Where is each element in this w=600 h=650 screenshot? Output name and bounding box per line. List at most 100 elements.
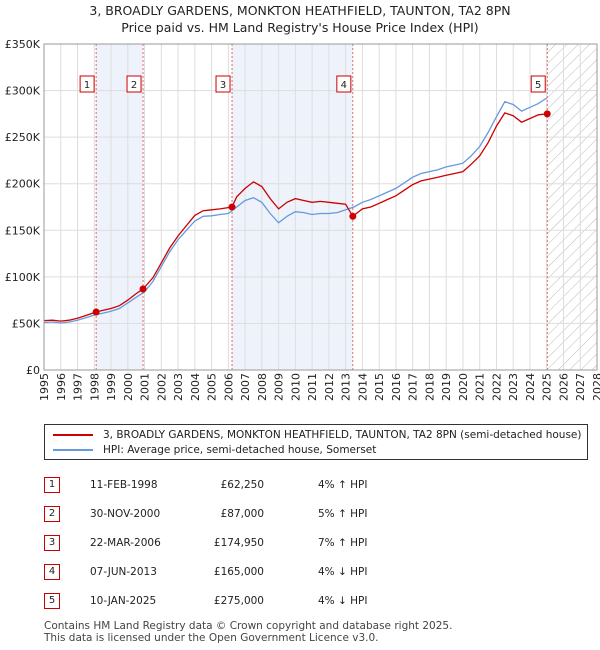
x-tick-label: 2011 [306, 373, 319, 401]
sale-label-box [215, 75, 231, 93]
row-hpi: 7% ↑ HPI [318, 537, 368, 549]
legend-hpi-label: HPI: Average price, semi-detached house,… [103, 444, 377, 456]
x-tick-label: 2019 [440, 373, 453, 401]
x-tick-label: 1997 [72, 373, 85, 401]
sale-point [92, 308, 100, 316]
sale-point [139, 285, 147, 293]
sale-label: 3 [220, 80, 226, 91]
x-tick-label: 2023 [507, 373, 520, 401]
sale-label: 1 [84, 80, 90, 91]
y-tick-label: £300K [5, 85, 41, 98]
x-tick-label: 2009 [273, 373, 286, 401]
footer-licence: This data is licensed under the Open Gov… [44, 632, 379, 644]
sale-label: 2 [131, 80, 137, 91]
x-tick-label: 2016 [390, 373, 403, 401]
sale-label: 4 [341, 80, 347, 91]
row-hpi: 4% ↑ HPI [318, 479, 368, 491]
hpi-line-swatch [53, 449, 93, 451]
row-price: £174,950 [213, 537, 264, 549]
x-tick-label: 2022 [490, 373, 503, 401]
x-tick-label: 2026 [557, 373, 570, 401]
y-tick-label: £150K [5, 224, 41, 237]
x-tick-label: 2027 [574, 373, 587, 401]
sale-point [543, 110, 551, 118]
row-number: 1 [44, 477, 60, 493]
x-tick-label: 2015 [373, 373, 386, 401]
x-tick-label: 2020 [457, 373, 470, 401]
sale-point [228, 203, 236, 211]
y-tick-label: £250K [5, 131, 41, 144]
price-chart: 1 2 3 4 5 £0 £50K £100K £150K £200K £250K £300K £35… [5, 38, 600, 401]
table-row: 5 10-JAN-2025 £275,000 4% ↓ HPI [44, 590, 444, 612]
row-price: £87,000 [220, 508, 264, 520]
hpi-line [43, 97, 548, 324]
shaded-period [96, 44, 144, 370]
x-tick-label: 1995 [38, 373, 51, 401]
x-tick-label: 2013 [340, 373, 353, 401]
chart-subtitle: Price paid vs. HM Land Registry's House … [121, 20, 479, 35]
property-line-swatch [53, 434, 93, 436]
table-row: 1 11-FEB-1998 £62,250 4% ↑ HPI [44, 474, 444, 496]
sale-label-box [79, 75, 95, 93]
row-number: 4 [44, 564, 60, 580]
legend-item-property: 3, BROADLY GARDENS, MONKTON HEATHFIELD, … [53, 429, 581, 441]
x-tick-label: 2021 [474, 373, 487, 401]
property-price-line [43, 112, 548, 322]
x-tick-label: 1996 [55, 373, 68, 401]
row-date: 11-FEB-1998 [90, 479, 158, 491]
x-tick-label: 2003 [172, 373, 185, 401]
footer: Contains HM Land Registry data © Crown c… [44, 620, 452, 644]
x-tick-label: 2007 [239, 373, 252, 401]
row-number: 2 [44, 506, 60, 522]
shaded-period [232, 44, 353, 370]
x-tick-label: 2012 [323, 373, 336, 401]
x-tick-label: 2005 [206, 373, 219, 401]
chart-title: 3, BROADLY GARDENS, MONKTON HEATHFIELD, … [89, 3, 511, 18]
row-number: 5 [44, 593, 60, 609]
x-tick-label: 2002 [155, 373, 168, 401]
x-tick-label: 2008 [256, 373, 269, 401]
row-date: 22-MAR-2006 [90, 537, 161, 549]
row-date: 07-JUN-2013 [90, 566, 157, 578]
table-row: 4 07-JUN-2013 £165,000 4% ↓ HPI [44, 561, 444, 583]
sale-point [349, 212, 357, 220]
row-price: £62,250 [220, 479, 264, 491]
legend-item-hpi: HPI: Average price, semi-detached house,… [53, 444, 376, 456]
plot-frame [43, 43, 598, 371]
x-tick-label: 1998 [88, 373, 101, 401]
x-tick-label: 2017 [407, 373, 420, 401]
legend-property-label: 3, BROADLY GARDENS, MONKTON HEATHFIELD, … [103, 429, 582, 441]
x-tick-label: 2028 [591, 373, 600, 401]
y-tick-label: £350K [5, 38, 41, 51]
sale-label-box [126, 75, 142, 93]
x-tick-label: 2018 [423, 373, 436, 401]
legend: 3, BROADLY GARDENS, MONKTON HEATHFIELD, … [44, 424, 588, 460]
x-tick-label: 1999 [105, 373, 118, 401]
sale-label-box [530, 75, 546, 93]
table-row: 2 30-NOV-2000 £87,000 5% ↑ HPI [44, 503, 444, 525]
row-hpi: 4% ↓ HPI [318, 595, 368, 607]
row-number: 3 [44, 535, 60, 551]
x-tick-label: 2025 [541, 373, 554, 401]
x-tick-label: 2000 [122, 373, 135, 401]
forecast-hatch [547, 44, 597, 370]
x-tick-label: 2006 [222, 373, 235, 401]
row-hpi: 4% ↓ HPI [318, 566, 368, 578]
row-date: 10-JAN-2025 [90, 595, 157, 607]
row-price: £275,000 [213, 595, 264, 607]
y-tick-label: £0 [26, 364, 40, 377]
row-date: 30-NOV-2000 [90, 508, 161, 520]
row-hpi: 5% ↑ HPI [318, 508, 368, 520]
x-tick-label: 2024 [524, 373, 537, 401]
y-tick-label: £50K [12, 317, 41, 330]
x-tick-label: 2001 [139, 373, 152, 401]
x-tick-label: 2014 [356, 373, 369, 401]
row-price: £165,000 [213, 566, 264, 578]
y-tick-label: £200K [5, 178, 41, 191]
table-row: 3 22-MAR-2006 £174,950 7% ↑ HPI [44, 532, 444, 554]
y-tick-label: £100K [5, 271, 41, 284]
x-tick-label: 2004 [189, 373, 202, 401]
footer-copyright: Contains HM Land Registry data © Crown c… [44, 620, 453, 632]
x-tick-label: 2010 [289, 373, 302, 401]
sale-label-box [336, 75, 352, 93]
